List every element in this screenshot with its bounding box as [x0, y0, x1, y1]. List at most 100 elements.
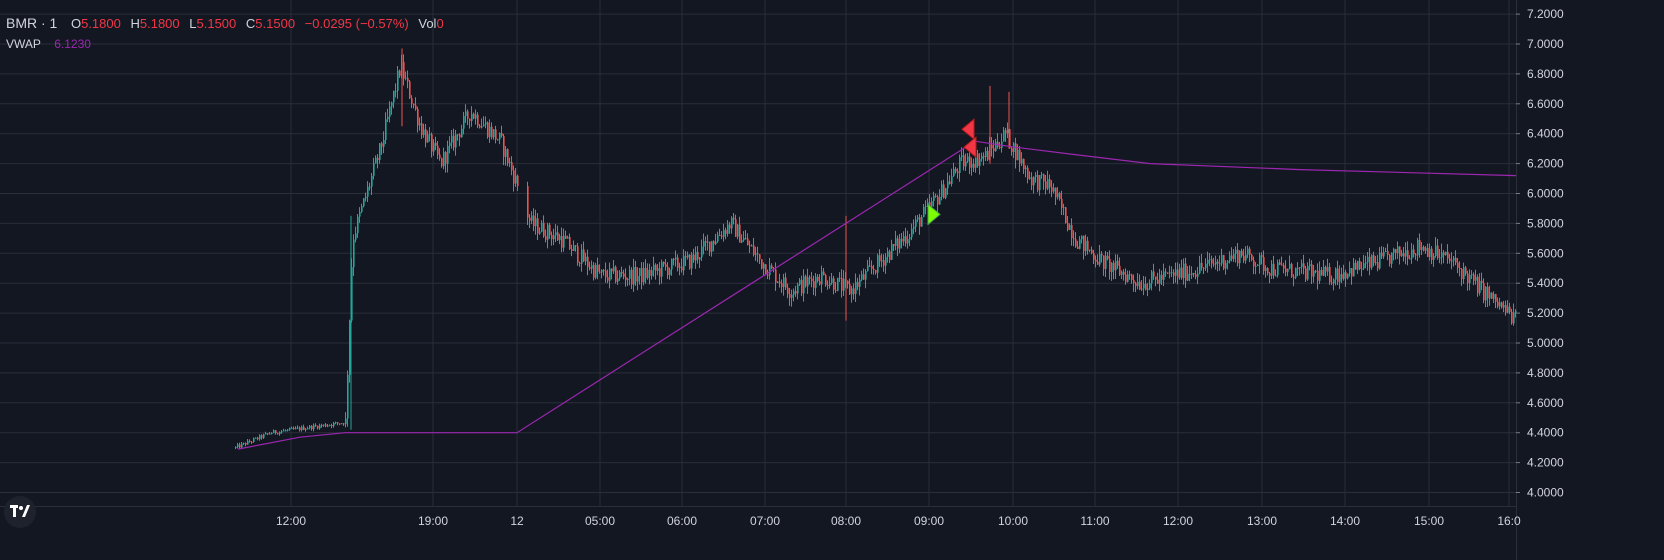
- candle: [789, 288, 791, 306]
- candle-body: [253, 438, 255, 442]
- candle: [1389, 253, 1391, 267]
- candle: [679, 262, 681, 276]
- candle-body: [971, 164, 973, 168]
- candle-body: [431, 134, 433, 152]
- candle: [691, 251, 693, 276]
- candle: [947, 172, 949, 195]
- candle: [553, 228, 555, 246]
- candle: [1175, 262, 1177, 283]
- candle: [325, 422, 327, 428]
- candle: [1511, 308, 1513, 325]
- candle: [1471, 270, 1473, 280]
- candle-body: [1321, 269, 1323, 276]
- candle-body: [797, 284, 799, 294]
- candle: [1437, 238, 1439, 260]
- candle-body: [1379, 252, 1381, 269]
- candle: [959, 154, 961, 182]
- candle: [1411, 242, 1413, 264]
- candle: [977, 149, 979, 168]
- candle-body: [645, 267, 647, 278]
- candle: [991, 137, 993, 157]
- candle-body: [1027, 167, 1029, 179]
- time-tick-label: 12:00: [1163, 514, 1193, 528]
- candle-body: [261, 435, 263, 438]
- candle-body: [1081, 235, 1083, 240]
- candle: [501, 125, 503, 138]
- candle-body: [1483, 282, 1485, 301]
- candle: [1495, 293, 1497, 309]
- candle-body: [303, 426, 305, 430]
- candle-body: [1035, 175, 1037, 177]
- candle-body: [265, 433, 267, 435]
- candle: [875, 269, 877, 275]
- candle-body: [301, 426, 303, 431]
- candle-body: [509, 162, 511, 164]
- candle: [1199, 255, 1201, 275]
- candle: [1375, 255, 1377, 266]
- candle-body: [1253, 259, 1255, 267]
- candle-body: [731, 217, 733, 229]
- candle: [1387, 243, 1389, 261]
- candle: [835, 281, 837, 293]
- vwap-legend[interactable]: VWAP 6.1230: [6, 37, 91, 51]
- candle: [1123, 269, 1125, 281]
- candle: [791, 289, 793, 307]
- candle: [505, 146, 507, 166]
- candle-body: [1055, 187, 1057, 198]
- candle: [251, 440, 253, 444]
- candle: [729, 221, 731, 234]
- candle: [737, 223, 739, 240]
- candle-body: [811, 278, 813, 282]
- candle-body: [1355, 262, 1357, 270]
- candle: [253, 437, 255, 443]
- candle-body: [705, 241, 707, 243]
- candle: [1333, 278, 1335, 291]
- candle: [491, 122, 493, 140]
- candle-body: [789, 294, 791, 298]
- candle: [1061, 190, 1063, 216]
- candle: [593, 262, 595, 281]
- candle-body: [863, 274, 865, 280]
- candle: [349, 319, 351, 383]
- candle-body: [1339, 274, 1341, 282]
- candle: [1091, 246, 1093, 255]
- candle: [385, 112, 387, 145]
- candle: [883, 254, 885, 272]
- candle-body: [1357, 260, 1359, 270]
- candle-body: [361, 206, 363, 212]
- candle: [307, 426, 309, 430]
- candle-body: [1233, 253, 1235, 259]
- candle-body: [957, 171, 959, 174]
- candle-body: [505, 149, 507, 157]
- candle-body: [601, 270, 603, 273]
- tradingview-logo-icon[interactable]: [4, 496, 36, 528]
- candle-body: [329, 425, 331, 427]
- candle: [839, 272, 841, 282]
- candle-body: [1463, 267, 1465, 280]
- candle-body: [687, 254, 689, 258]
- candle: [339, 423, 341, 426]
- candle: [685, 251, 687, 267]
- candle: [605, 262, 607, 283]
- candle: [1051, 180, 1053, 198]
- candle: [615, 265, 617, 284]
- candle-body: [639, 268, 641, 277]
- symbol-label[interactable]: BMR · 1: [6, 15, 58, 31]
- candle: [403, 54, 405, 86]
- candle-body: [535, 218, 537, 227]
- candle: [283, 428, 285, 432]
- candle-body: [1083, 235, 1085, 252]
- candle-body: [1123, 271, 1125, 275]
- candle: [1239, 250, 1241, 269]
- candle-body: [1295, 267, 1297, 278]
- candle: [1193, 272, 1195, 278]
- candle: [655, 263, 657, 280]
- candle: [727, 220, 729, 237]
- candle-body: [1495, 294, 1497, 302]
- ohlc-legend: BMR · 1 O5.1800 H5.1800 L5.1500 C5.1500 …: [6, 14, 444, 33]
- candle: [643, 262, 645, 286]
- candle-body: [1057, 193, 1059, 198]
- candle-body: [1215, 261, 1217, 265]
